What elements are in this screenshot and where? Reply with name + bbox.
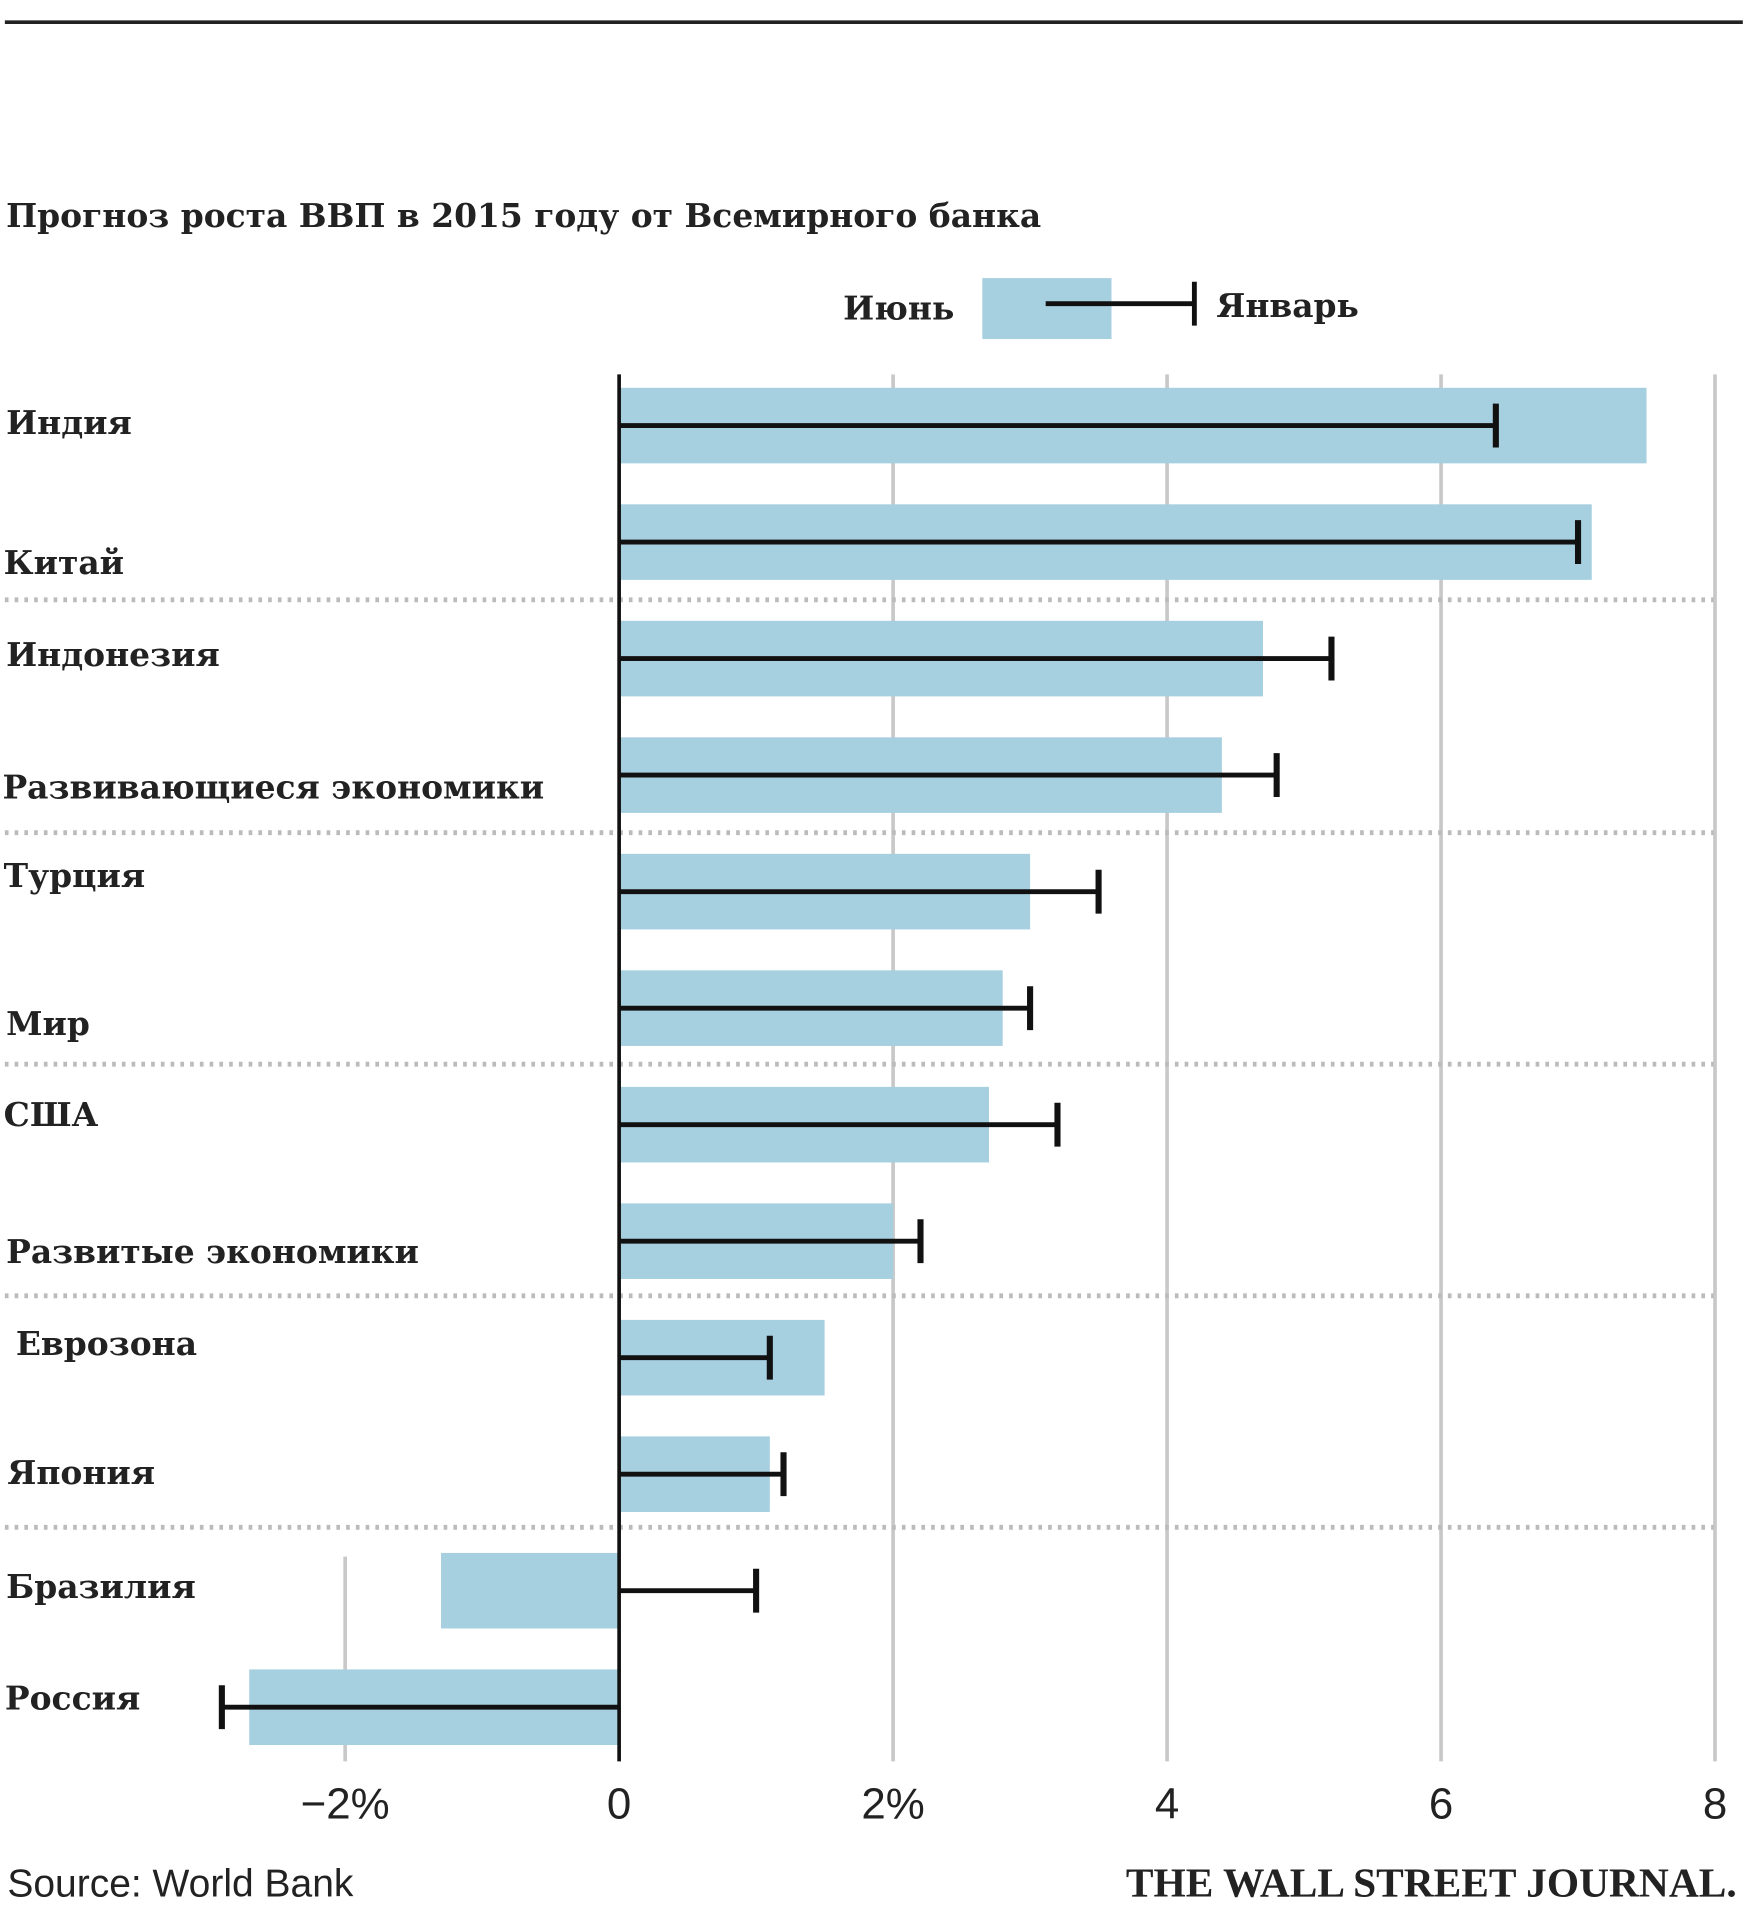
category-label: Индонезия	[6, 635, 220, 674]
legend-june-swatch	[982, 278, 1112, 340]
category-label: Япония	[7, 1453, 155, 1492]
category-label: Еврозона	[16, 1324, 197, 1363]
category-label: Бразилия	[6, 1567, 196, 1606]
source-note: Source: World Bank	[7, 1863, 354, 1906]
legend-june-label: Июнь	[843, 289, 954, 328]
category-label: США	[4, 1095, 99, 1134]
publisher-logo: THE WALL STREET JOURNAL.	[1126, 1860, 1737, 1906]
bar-june	[441, 1552, 620, 1629]
category-label: Индия	[6, 403, 132, 442]
category-label: Мир	[6, 1004, 90, 1043]
legend-january-label: Январь	[1216, 286, 1359, 325]
chart-title: Прогноз роста ВВП в 2015 году от Всемирн…	[6, 196, 1041, 235]
x-tick-label: 4	[1155, 1780, 1179, 1829]
legend: Июнь Январь	[843, 278, 1359, 340]
x-tick-label: 2%	[861, 1780, 924, 1829]
category-label: Китай	[4, 543, 124, 582]
x-tick-label: 6	[1429, 1780, 1453, 1829]
x-tick-label: 8	[1703, 1780, 1727, 1829]
category-label: Развитые экономики	[6, 1232, 419, 1271]
category-label: Россия	[5, 1679, 140, 1718]
category-label: Турция	[4, 856, 146, 895]
x-tick-label: −2%	[301, 1780, 390, 1829]
x-tick-label: 0	[607, 1780, 631, 1829]
category-label: Развивающиеся экономики	[2, 767, 544, 806]
